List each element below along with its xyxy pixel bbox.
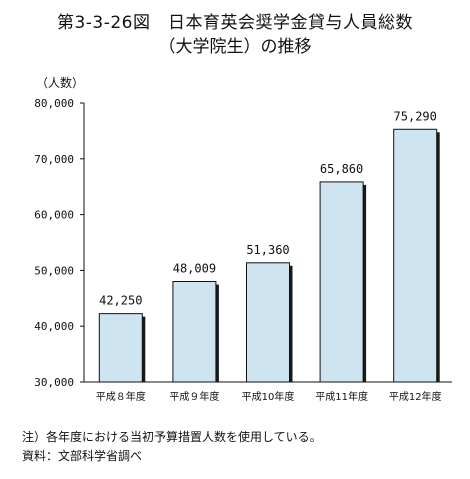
- chart-title: 第3-3-26図 日本育英会奨学金貸与人員総数: [56, 13, 414, 33]
- bar-value-label: 51,360: [246, 243, 289, 257]
- bar: [172, 281, 217, 383]
- y-tick-label: 60,000: [34, 209, 74, 222]
- chart-subtitle: （大学院生）の推移: [158, 37, 312, 57]
- y-tick-label: 50,000: [34, 264, 74, 277]
- y-axis-unit-label: （人数）: [36, 76, 85, 90]
- bar-value-label: 75,290: [394, 109, 437, 123]
- chart-bars: [98, 128, 440, 383]
- bar: [98, 313, 143, 383]
- bar-value-label: 42,250: [99, 294, 142, 308]
- bar-value-label: 65,860: [320, 162, 363, 176]
- chart-labels: 30,000 40,000 50,000 60,000 70,000 80,000 42,2…: [34, 97, 441, 403]
- y-tick-label: 30,000: [34, 376, 74, 389]
- bar: [319, 181, 364, 383]
- footnote: 注）各年度における当初予算措置人数を使用している。: [22, 430, 322, 444]
- x-category-label: 平成12年度: [389, 390, 442, 403]
- y-tick-label: 70,000: [34, 153, 74, 166]
- bar-value-label: 48,009: [173, 262, 216, 276]
- x-category-label: 平成11年度: [315, 390, 368, 403]
- x-category-label: 平成10年度: [242, 390, 295, 403]
- bar: [393, 128, 438, 383]
- x-category-label: 平成９年度: [169, 390, 219, 403]
- bar: [246, 262, 290, 383]
- y-tick-label: 40,000: [34, 320, 74, 333]
- source-note: 資料：文部科学省調べ: [22, 449, 143, 463]
- figure-header: 第3-3-26図 日本育英会奨学金貸与人員総数 （大学院生）の推移: [0, 12, 470, 58]
- x-category-label: 平成８年度: [96, 390, 146, 403]
- figure-notes: 注）各年度における当初予算措置人数を使用している。 資料：文部科学省調べ: [22, 428, 322, 466]
- y-tick-label: 80,000: [34, 97, 74, 110]
